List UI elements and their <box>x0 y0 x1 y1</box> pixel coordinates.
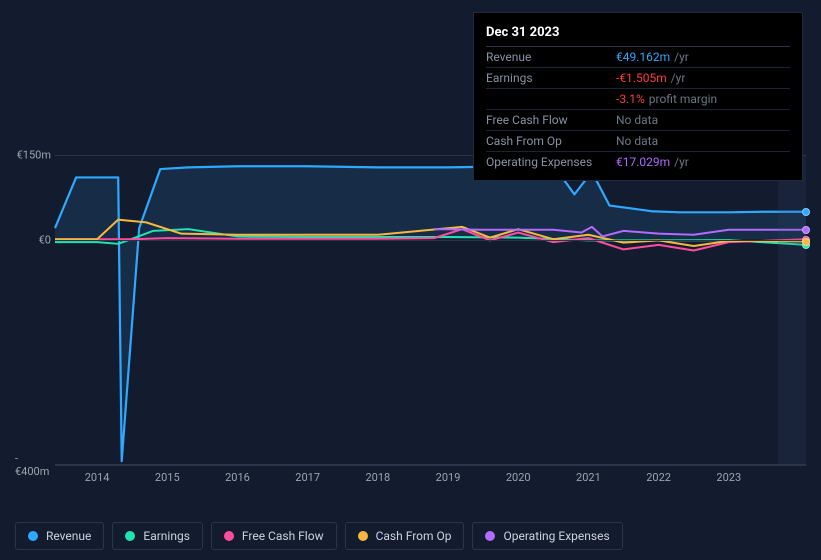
legend-label: Earnings <box>143 529 190 543</box>
tooltip-date: Dec 31 2023 <box>486 21 790 47</box>
tooltip-row-value: €49.162m/yr <box>616 50 689 64</box>
x-axis-label: 2017 <box>295 471 320 484</box>
legend-label: Revenue <box>46 529 91 543</box>
legend-item-earnings[interactable]: Earnings <box>112 522 203 550</box>
tooltip-row-label: Earnings <box>486 71 616 85</box>
chart-tooltip: Dec 31 2023 Revenue€49.162m/yrEarnings-€… <box>473 12 803 181</box>
plot-area <box>55 155 806 465</box>
tooltip-row: Operating Expenses€17.029m/yr <box>486 152 790 172</box>
tooltip-row-label: Free Cash Flow <box>486 113 616 127</box>
x-axis-label: 2020 <box>506 471 531 484</box>
series-end-dot-revenue <box>802 208 810 216</box>
tooltip-row-value: -€1.505m/yr <box>616 71 685 85</box>
tooltip-row: -3.1%profit margin <box>486 89 790 110</box>
legend-dot-icon <box>224 531 234 541</box>
legend-dot-icon <box>125 531 135 541</box>
y-axis-label: -€400m <box>15 452 51 478</box>
series-end-dot-cfo <box>802 238 810 246</box>
tooltip-row-label: Cash From Op <box>486 134 616 148</box>
x-axis-label: 2016 <box>225 471 250 484</box>
legend-item-opex[interactable]: Operating Expenses <box>472 522 622 550</box>
legend-label: Operating Expenses <box>503 529 609 543</box>
tooltip-row-value: €17.029m/yr <box>616 155 689 169</box>
x-axis: 2014 2015 2016 2017 2018 2019 2020 2021 2022 2023 <box>55 465 806 505</box>
y-axis-label: €150m <box>17 149 51 162</box>
tooltip-row-value: -3.1%profit margin <box>616 92 717 106</box>
x-axis-label: 2022 <box>646 471 671 484</box>
x-axis-label: 2018 <box>365 471 390 484</box>
legend-dot-icon <box>28 531 38 541</box>
legend-item-cfo[interactable]: Cash From Op <box>345 522 465 550</box>
tooltip-row: Revenue€49.162m/yr <box>486 47 790 68</box>
tooltip-row: Free Cash FlowNo data <box>486 110 790 131</box>
tooltip-row: Cash From OpNo data <box>486 131 790 152</box>
x-axis-label: 2014 <box>85 471 110 484</box>
y-axis-label: €0 <box>39 233 51 246</box>
legend-dot-icon <box>485 531 495 541</box>
chart-legend: Revenue Earnings Free Cash Flow Cash From O… <box>15 522 623 550</box>
x-axis-label: 2021 <box>576 471 601 484</box>
financials-chart[interactable]: €150m€0-€400m 20142015201620172018201920… <box>15 155 806 505</box>
tooltip-row-label <box>486 92 616 106</box>
legend-label: Cash From Op <box>376 529 452 543</box>
series-end-dot-opex <box>802 226 810 234</box>
legend-item-fcf[interactable]: Free Cash Flow <box>211 522 337 550</box>
tooltip-row-value: No data <box>616 113 658 127</box>
tooltip-row-label: Operating Expenses <box>486 155 616 169</box>
legend-dot-icon <box>358 531 368 541</box>
legend-label: Free Cash Flow <box>242 529 324 543</box>
tooltip-row-value: No data <box>616 134 658 148</box>
y-axis: €150m€0-€400m <box>15 155 55 465</box>
x-axis-label: 2019 <box>436 471 461 484</box>
legend-item-revenue[interactable]: Revenue <box>15 522 104 550</box>
series-area-revenue <box>55 165 806 461</box>
tooltip-row: Earnings-€1.505m/yr <box>486 68 790 89</box>
tooltip-row-label: Revenue <box>486 50 616 64</box>
x-axis-label: 2015 <box>155 471 180 484</box>
x-axis-label: 2023 <box>716 471 741 484</box>
